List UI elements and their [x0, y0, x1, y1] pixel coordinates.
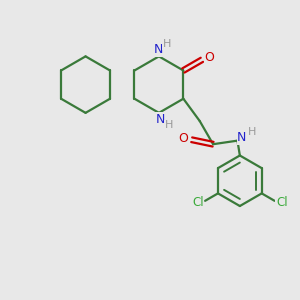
Text: O: O: [204, 51, 214, 64]
Text: H: H: [163, 40, 171, 50]
Text: O: O: [178, 132, 188, 145]
Text: H: H: [248, 127, 256, 137]
Text: N: N: [156, 113, 165, 126]
Text: N: N: [154, 43, 164, 56]
Text: H: H: [164, 120, 173, 130]
Text: N: N: [237, 131, 247, 144]
Text: Cl: Cl: [192, 196, 204, 209]
Text: Cl: Cl: [276, 196, 288, 209]
